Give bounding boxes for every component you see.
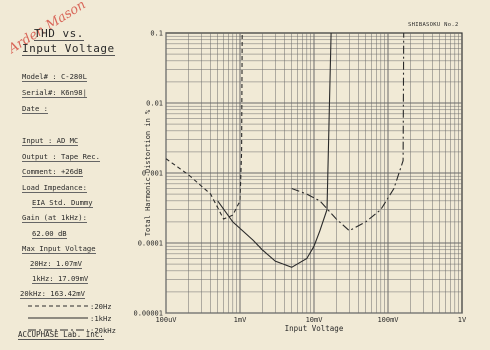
y-tick-labels: 0.00001 0.0001 0.001 0.01 0.1 <box>133 30 163 318</box>
max-input-1khz: 1kHz: 17.09mV <box>32 274 89 285</box>
load-impedance-value: EIA Std. Dummy <box>32 198 93 209</box>
y-tick-label: 0.0001 <box>138 240 163 248</box>
legend-label-20khz: :20kHz <box>90 326 116 335</box>
serial-field: Serial#: K6n98| <box>22 88 87 99</box>
input-field: Input : AD MC <box>22 136 79 147</box>
x-tick-label: 10mV <box>306 316 324 324</box>
y-tick-label: 0.01 <box>146 100 163 108</box>
load-impedance-label: Load Impedance: <box>22 183 87 194</box>
legend-label-20hz: :20Hz <box>90 302 112 311</box>
chart-grid <box>165 32 463 314</box>
max-input-label: Max Input Voltage <box>22 244 96 255</box>
gain-value: 62.00 dB <box>32 229 67 240</box>
max-input-20hz: 20Hz: 1.07mV <box>30 259 82 270</box>
max-input-20khz: 20kHz: 163.42mV <box>20 289 85 300</box>
x-tick-label: 100uV <box>155 316 177 324</box>
y-axis-label: Total Harmonic Distortion in % <box>144 109 152 236</box>
y-tick-label: 0.001 <box>142 170 163 178</box>
gain-label: Gain (at 1kHz): <box>22 213 87 224</box>
series-line-1khz <box>217 32 332 268</box>
title-line-2: Input Voltage <box>22 42 115 56</box>
series-line-20khz <box>291 32 405 232</box>
chart-title: THD vs. Input Voltage <box>22 28 140 58</box>
spec-panel: THD vs. Input Voltage Model# : C-280L Se… <box>18 0 143 350</box>
x-axis-label: Input Voltage <box>285 324 344 333</box>
plotter-brand: SHIBASOKU No.2 <box>408 22 459 28</box>
legend <box>28 305 88 331</box>
title-line-1: THD vs. <box>34 27 84 41</box>
y-tick-label: 0.00001 <box>133 310 163 318</box>
date-field: Date : <box>22 104 48 115</box>
series-lines <box>165 32 405 268</box>
x-tick-labels: 100uV 1mV 10mV 100mV 1V <box>155 316 467 324</box>
comment-field: Comment: +26dB <box>22 167 83 178</box>
y-tick-label: 0.1 <box>150 30 163 38</box>
x-tick-label: 100mV <box>377 316 399 324</box>
footer-brand: ACCUPHASE Lab. Inc. <box>18 330 104 340</box>
x-tick-label: 1mV <box>234 316 247 324</box>
x-tick-label: 1V <box>458 316 467 324</box>
model-field: Model# : C-280L <box>22 72 87 83</box>
output-field: Output : Tape Rec. <box>22 152 100 163</box>
legend-label-1khz: :1kHz <box>90 314 112 323</box>
